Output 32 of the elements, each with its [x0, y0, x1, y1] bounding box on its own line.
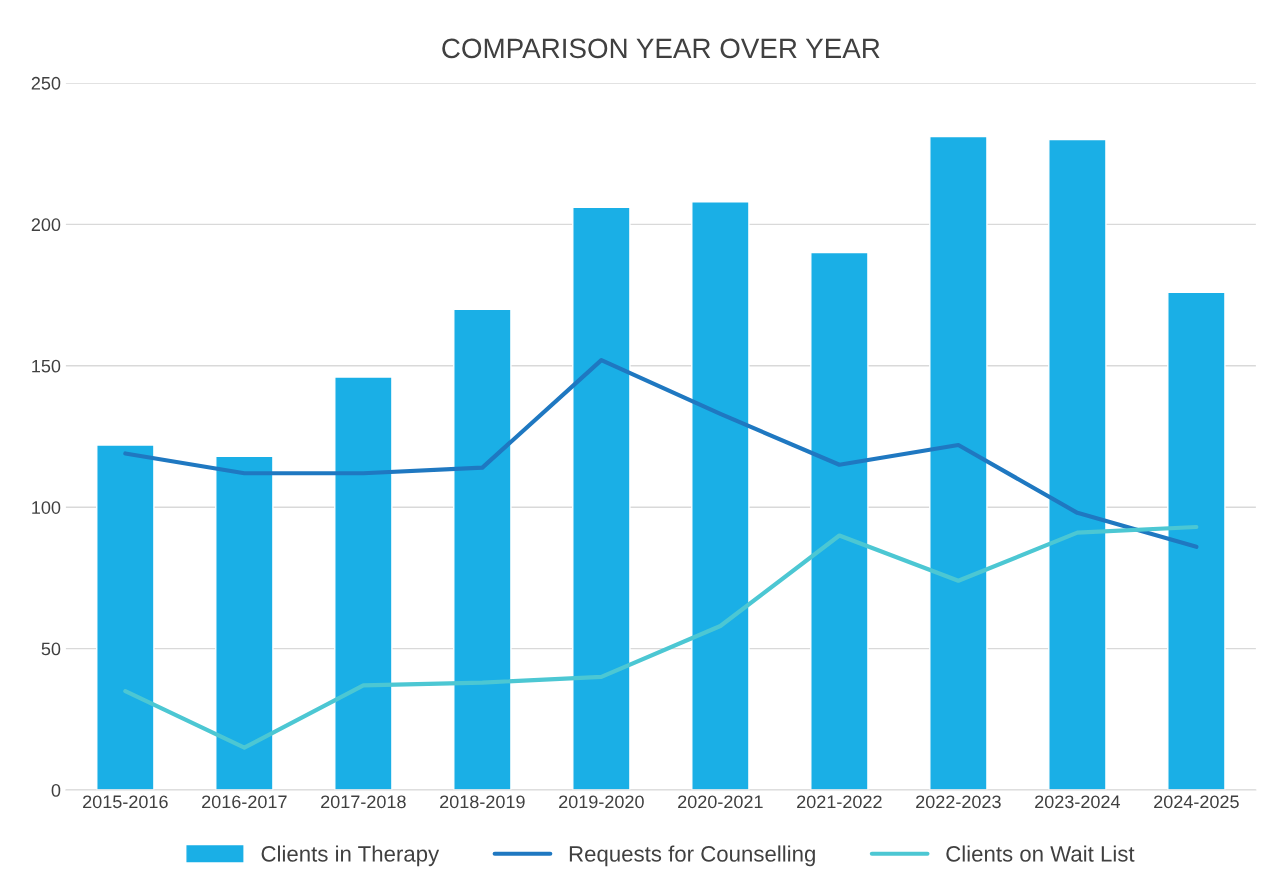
bar: [1048, 138, 1107, 791]
bar: [96, 444, 155, 791]
x-tick-label: 2018-2019: [440, 795, 525, 809]
x-tick-label: 2020-2021: [678, 795, 763, 809]
bar: [810, 251, 869, 791]
x-tick-label: 2015-2016: [83, 795, 168, 809]
x-tick-label: 2023-2024: [1035, 795, 1121, 809]
bar: [691, 201, 750, 791]
line-series: [123, 358, 1199, 549]
x-tick-label: 2016-2017: [202, 795, 287, 809]
x-tick-label: 2019-2020: [559, 795, 644, 809]
legend-label: Clients in Therapy: [261, 845, 440, 867]
bar: [929, 135, 988, 791]
y-tick-label: 250: [31, 76, 61, 90]
x-tick-label: 2021-2022: [797, 795, 882, 809]
y-tick-label: 200: [31, 218, 61, 232]
bar: [334, 376, 393, 791]
chart-title: COMPARISON YEAR OVER YEAR: [442, 38, 880, 59]
bar: [1167, 291, 1226, 791]
bar: [215, 455, 274, 791]
bar: [572, 206, 631, 791]
y-tick-label: 150: [32, 359, 61, 373]
y-tick-label: 100: [32, 501, 61, 514]
line-series: [123, 524, 1199, 750]
legend-label: Requests for Counselling: [569, 845, 815, 867]
x-tick-label: 2024-2025: [1154, 795, 1239, 809]
y-tick-label: 0: [51, 784, 61, 797]
y-tick-label: 50: [41, 642, 61, 656]
legend-label: Clients on Wait List: [946, 845, 1135, 862]
bar: [453, 308, 512, 791]
x-tick-label: 2017-2018: [321, 795, 406, 809]
x-tick-label: 2022-2023: [916, 795, 1001, 809]
